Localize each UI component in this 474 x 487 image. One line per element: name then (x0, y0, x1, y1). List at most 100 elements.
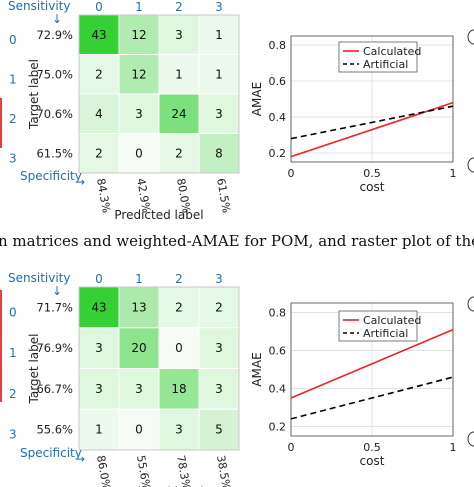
cell-value: 3 (135, 107, 143, 121)
calculated-line (290, 101, 454, 158)
matrix-cell (118, 327, 160, 369)
y-tick-label: 0.6 (269, 345, 287, 358)
cell-value: 1 (215, 67, 223, 81)
cell-value: 2 (95, 146, 103, 160)
column-specificity: 42.9% (134, 177, 153, 214)
cell-value: 24 (171, 107, 186, 121)
matrix-cell (78, 133, 120, 174)
matrix-cell (118, 286, 160, 329)
matrix-cell (78, 368, 120, 410)
y-axis-label: AMAE (250, 352, 264, 386)
column-label: 0 (95, 272, 103, 286)
column-specificity: 84.3% (94, 177, 113, 214)
cell-value: 2 (215, 300, 223, 314)
matrix-cell (198, 368, 240, 410)
matrix-cell (118, 54, 160, 95)
row-sensitivity: 66.7% (36, 382, 73, 396)
column-specificity: 38.5% (214, 454, 233, 487)
row-sensitivity: 70.6% (36, 107, 73, 121)
matrix-cell (198, 93, 240, 134)
x-axis-label: Predicted label (114, 485, 203, 487)
cell-value: 2 (175, 146, 183, 160)
cell-value: 0 (135, 146, 143, 160)
row-label: 1 (9, 72, 17, 86)
y-tick-label: 0.6 (269, 75, 287, 88)
cell-value: 8 (215, 146, 223, 160)
cell-value: 3 (215, 341, 223, 355)
column-specificity: 80.0% (174, 177, 193, 214)
column-label: 0 (95, 0, 103, 14)
y-axis-label: Target label (27, 334, 41, 405)
cell-value: 12 (131, 67, 146, 81)
y-axis-label: Target label (27, 59, 41, 130)
cell-value: 0 (175, 341, 183, 355)
x-axis-label: Predicted label (114, 208, 203, 222)
row-label: 2 (9, 112, 17, 126)
cell-value: 1 (95, 423, 103, 437)
row-label: 1 (9, 346, 17, 360)
legend-label: Artificial (363, 58, 408, 71)
plot-frame (290, 35, 454, 163)
row-sensitivity: 61.5% (36, 146, 73, 160)
column-label: 1 (135, 272, 143, 286)
column-label: 2 (175, 272, 183, 286)
x-tick-label: 1 (450, 441, 457, 454)
x-tick-label: 0.5 (363, 167, 381, 180)
specificity-label: Specificity (20, 169, 82, 183)
specificity-label: Specificity (20, 446, 82, 460)
y-axis-label: AMAE (250, 82, 264, 116)
column-label: 3 (215, 272, 223, 286)
y-tick-label: 0.8 (269, 307, 287, 320)
confusion-matrix-1: 43 12 3 12 12 1 14 3 24 32 0 2 80 1 2 3012372.9%75.0%70… (8, 0, 240, 222)
cell-value: 3 (215, 107, 223, 121)
row-sensitivity: 71.7% (36, 300, 73, 314)
column-label: 1 (135, 0, 143, 14)
y-tick-label: 0.8 (269, 39, 287, 52)
caption-text: n matrices and weighted-AMAE for POM, an… (0, 232, 474, 250)
legend-box (338, 41, 418, 73)
sensitivity-arrow: ↓ (52, 284, 62, 298)
cell-value: 20 (131, 341, 146, 355)
x-axis-label: cost (360, 180, 385, 194)
cell-value: 3 (175, 423, 183, 437)
cropped-neighbor-glyph (467, 296, 474, 312)
x-tick-label: 0.5 (363, 441, 381, 454)
cell-value: 18 (171, 382, 186, 396)
cell-value: 3 (95, 382, 103, 396)
legend-label: Calculated (363, 45, 421, 58)
artificial-line (290, 105, 454, 140)
cell-value: 13 (131, 300, 146, 314)
cell-value: 2 (175, 300, 183, 314)
cell-value: 3 (215, 382, 223, 396)
matrix-cell (118, 14, 160, 55)
matrix-cell (118, 368, 160, 410)
row-sensitivity: 55.6% (36, 423, 73, 437)
cropped-neighbor-glyph (467, 157, 474, 173)
x-tick-label: 0 (288, 167, 295, 180)
confusion-matrix-2: 43 13 2 23 20 0 33 3 18 31 0 3 50 1 2 3012371.7%76.9%66… (8, 271, 240, 487)
column-label: 2 (175, 0, 183, 14)
column-specificity: 78.3% (174, 454, 193, 487)
cell-value: 0 (135, 423, 143, 437)
matrix-cell (158, 54, 200, 95)
cropped-neighbor-glyph (467, 29, 474, 45)
cell-value: 1 (215, 28, 223, 42)
sensitivity-label: Sensitivity (8, 0, 70, 13)
row-label: 3 (9, 151, 17, 165)
column-specificity: 55.6% (134, 454, 153, 487)
row-label: 2 (9, 387, 17, 401)
x-tick-label: 0 (288, 441, 295, 454)
x-tick-label: 1 (450, 167, 457, 180)
figure-caption: n matrices and weighted-AMAE for POM, an… (0, 230, 474, 256)
cell-value: 3 (175, 28, 183, 42)
row-sensitivity: 76.9% (36, 341, 73, 355)
matrix-cell (78, 54, 120, 95)
matrix-cell (118, 408, 160, 451)
column-specificity: 86.0% (94, 454, 113, 487)
x-axis-label: cost (360, 454, 385, 468)
plot-frame (290, 302, 454, 437)
sensitivity-label: Sensitivity (8, 271, 70, 285)
